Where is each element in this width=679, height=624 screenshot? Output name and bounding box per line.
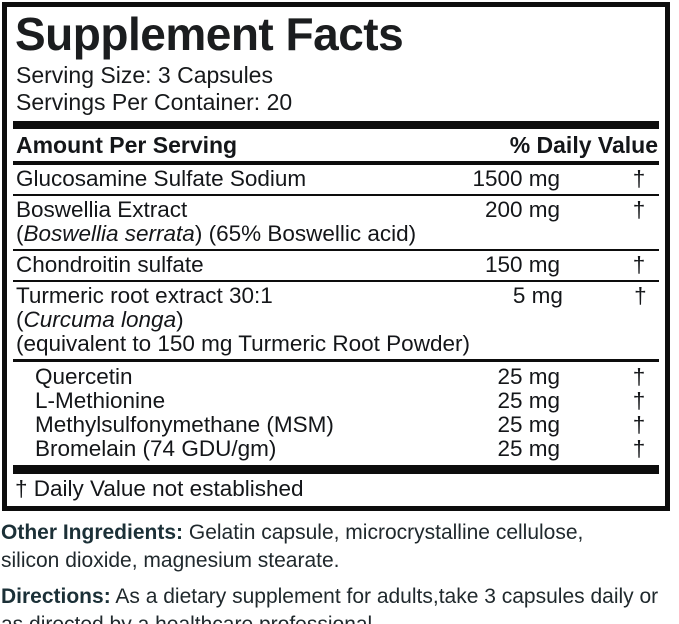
directions: Directions: As a dietary supplement for …: [1, 583, 679, 624]
servings-per-container: Servings Per Container: 20: [16, 88, 293, 115]
ingredient-amount: 200 mg: [484, 196, 560, 222]
ingredient-row: Chondroitin sulfate 150 mg †: [13, 248, 659, 280]
daily-value-header: % Daily Value: [509, 131, 658, 158]
directions-label: Directions:: [1, 584, 111, 608]
ingredient-row: Glucosamine Sulfate Sodium 1500 mg †: [13, 165, 659, 194]
ingredient-daily-value: †: [634, 282, 647, 308]
amount-per-serving-header: Amount Per Serving: [16, 131, 238, 158]
ingredient-name: Methylsulfonymethane (MSM): [35, 411, 334, 437]
ingredient-name: L-Methionine: [35, 387, 166, 413]
ingredient-amount: 5 mg: [512, 282, 563, 308]
divider-thick-top: [13, 120, 659, 129]
ingredient-daily-value: †: [632, 387, 646, 413]
ingredient-daily-value: †: [632, 363, 646, 389]
other-ingredients-label: Other Ingredients:: [1, 520, 184, 544]
other-ingredients-text: Gelatin capsule, microcrystalline cellul…: [1, 520, 584, 572]
ingredient-name: Quercetin: [35, 363, 133, 389]
other-ingredients: Other Ingredients: Gelatin capsule, micr…: [1, 519, 679, 575]
ingredient-daily-value: †: [632, 196, 646, 222]
ingredient-amount: 150 mg: [484, 251, 560, 277]
ingredient-daily-value: †: [632, 251, 646, 277]
ingredient-daily-value: †: [632, 435, 646, 461]
ingredient-row: Boswellia Extract (Boswellia serrata) (65…: [13, 193, 659, 249]
supplement-facts-panel: Supplement Facts Serving Size: 3 Capsule…: [2, 2, 670, 511]
ingredient-amount: 1500 mg: [472, 165, 560, 191]
ingredient-amount: 25 mg: [497, 435, 560, 461]
daily-value-footnote: † Daily Value not established: [15, 475, 304, 501]
ingredient-amount: 25 mg: [497, 411, 560, 437]
ingredient-name: Bromelain (74 GDU/gm): [35, 435, 277, 461]
ingredient-amount: 25 mg: [497, 387, 560, 413]
divider-thick-bottom: [13, 464, 659, 474]
ingredient-name: Glucosamine Sulfate Sodium: [16, 165, 307, 191]
serving-size: Serving Size: 3 Capsules: [16, 61, 273, 88]
ingredient-row: Turmeric root extract 30:1 (Curcuma longa…: [13, 279, 659, 359]
directions-text: As a dietary supplement for adults,take …: [1, 584, 659, 624]
divider-medium: [13, 160, 659, 165]
ingredient-rows: Glucosamine Sulfate Sodium 1500 mg † Bos…: [13, 165, 659, 465]
panel-title: Supplement Facts: [15, 8, 404, 60]
table-header: Amount Per Serving % Daily Value: [13, 129, 659, 161]
ingredient-name: Turmeric root extract 30:1 (Curcuma longa…: [16, 282, 470, 356]
ingredient-row: Methylsulfonymethane (MSM) 25 mg †: [13, 411, 659, 437]
ingredient-row: L-Methionine 25 mg †: [13, 387, 659, 413]
ingredient-name: Boswellia Extract (Boswellia serrata) (65…: [16, 196, 417, 246]
ingredient-daily-value: †: [632, 165, 646, 191]
ingredient-name: Chondroitin sulfate: [16, 251, 204, 277]
ingredient-amount: 25 mg: [497, 363, 560, 389]
ingredient-row: Quercetin 25 mg †: [13, 358, 659, 389]
ingredient-daily-value: †: [632, 411, 646, 437]
ingredient-row: Bromelain (74 GDU/gm) 25 mg †: [13, 435, 659, 465]
